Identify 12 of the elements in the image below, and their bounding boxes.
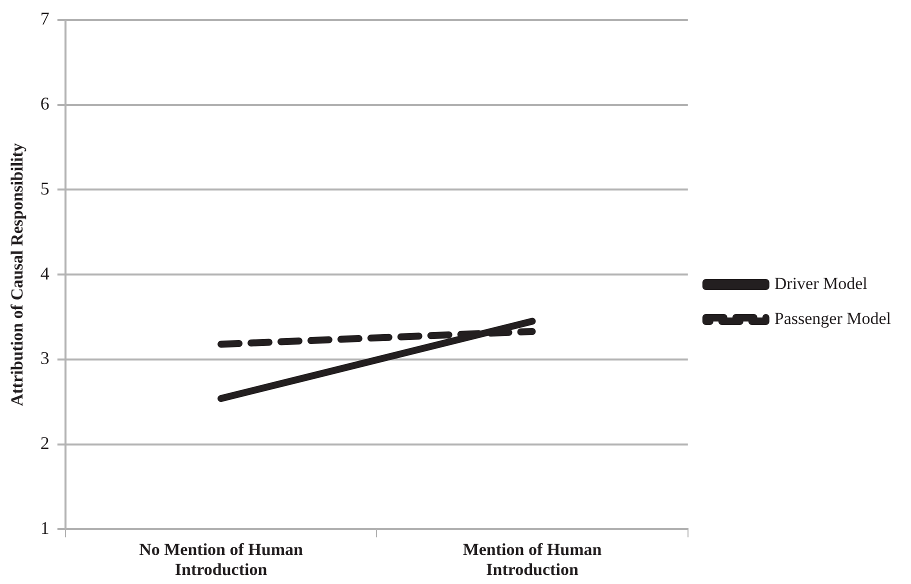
y-tick-label: 3 [40, 348, 50, 368]
x-tick-label: No Mention of Human Introduction [139, 540, 304, 580]
y-tick-label: 4 [40, 263, 50, 284]
legend-label: Driver Model [774, 274, 868, 293]
y-tick-label: 5 [40, 178, 50, 198]
legend-label: Passenger Model [774, 308, 892, 328]
y-axis-title: Attribution of Causal Responsibility [8, 142, 27, 406]
x-tick-label: Mention of Human Introduction [462, 540, 602, 580]
y-tick-label: 2 [40, 433, 50, 454]
y-tick-label: 6 [40, 94, 50, 114]
y-tick-label: 1 [40, 518, 50, 538]
y-tick-label: 7 [40, 8, 50, 29]
